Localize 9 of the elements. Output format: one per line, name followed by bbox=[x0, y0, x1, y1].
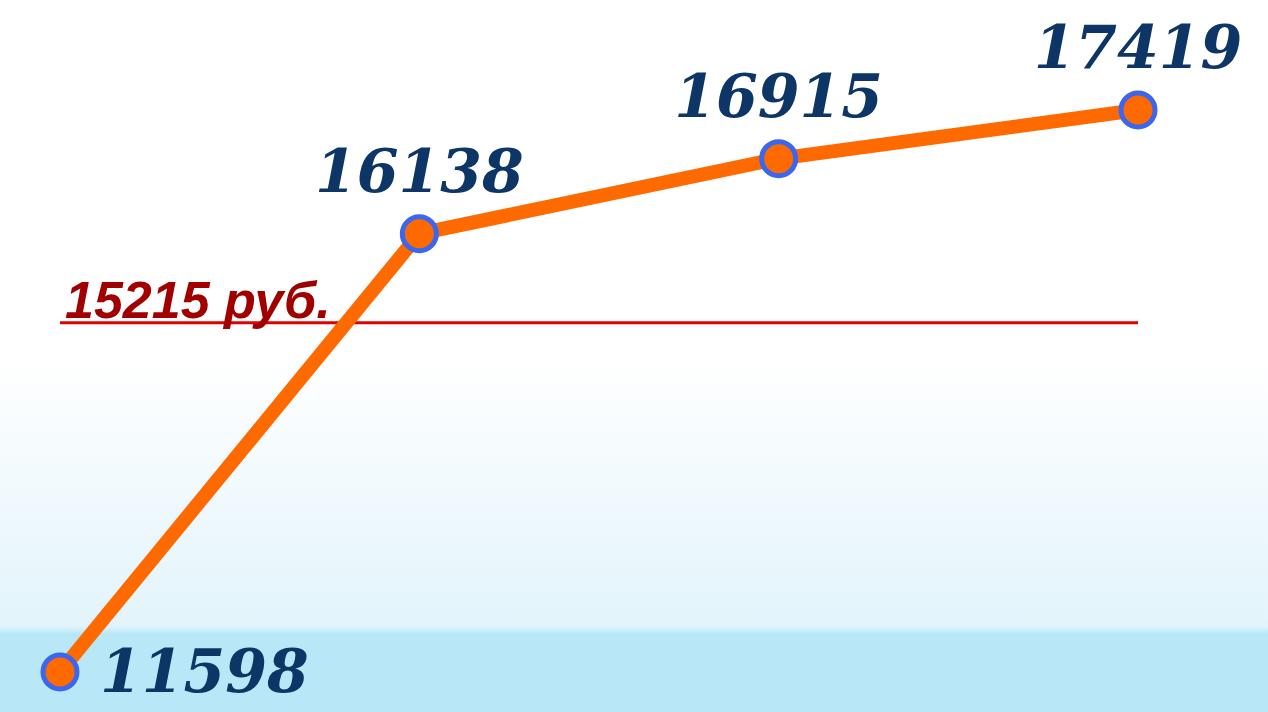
data-label: 16138 bbox=[314, 135, 524, 206]
point bbox=[759, 139, 799, 179]
data-label: 17419 bbox=[1033, 12, 1243, 82]
data-label: 16915 bbox=[674, 60, 884, 131]
point bbox=[40, 652, 80, 692]
point bbox=[399, 214, 439, 254]
ref-line-label: 15215 руб. bbox=[65, 270, 331, 329]
data-label: 11598 bbox=[100, 636, 309, 706]
point bbox=[1118, 90, 1158, 130]
